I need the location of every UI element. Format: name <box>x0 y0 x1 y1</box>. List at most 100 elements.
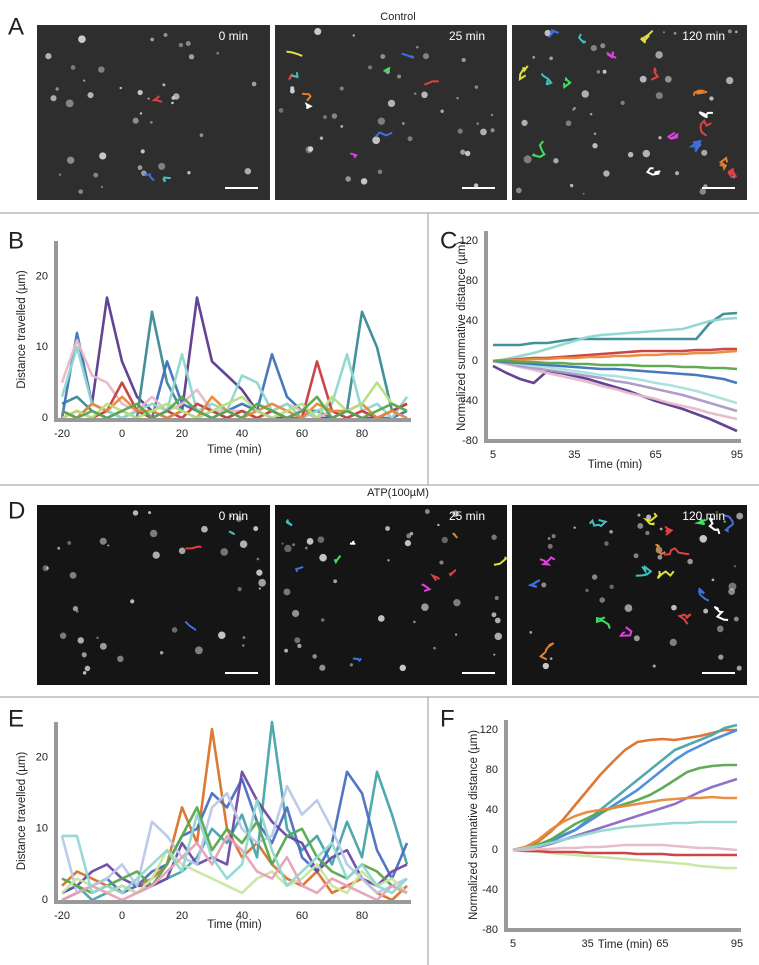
cell-track <box>688 139 702 148</box>
cell <box>547 537 551 540</box>
cell <box>251 81 257 87</box>
cell <box>283 588 291 596</box>
cell <box>83 79 86 82</box>
cell <box>549 56 553 61</box>
cell <box>253 526 259 532</box>
series-line <box>512 728 737 852</box>
cell <box>603 170 610 177</box>
cell <box>490 113 494 116</box>
series-line <box>60 784 408 895</box>
cell <box>687 558 693 565</box>
cell <box>162 83 166 87</box>
cell <box>380 54 386 59</box>
cell <box>119 86 122 90</box>
cell <box>709 96 714 101</box>
x-tick-label: -20 <box>54 428 70 440</box>
cell <box>551 534 556 539</box>
cell <box>150 121 153 124</box>
cell-track <box>697 587 710 602</box>
cell <box>130 599 135 604</box>
cell <box>406 533 412 539</box>
cell <box>662 31 665 34</box>
x-tick-label: 60 <box>296 910 308 922</box>
y-tick-label: 0 <box>42 412 48 424</box>
panel-letter: F <box>440 705 455 732</box>
cell <box>736 512 744 520</box>
y-tick-label: 40 <box>466 315 478 327</box>
series-line <box>61 381 408 420</box>
x-tick-label: 5 <box>490 449 496 461</box>
frame-label: 0 min <box>219 509 248 523</box>
cell <box>421 91 428 99</box>
cell <box>439 560 444 565</box>
series-line <box>492 349 738 363</box>
cell <box>158 162 166 170</box>
cell <box>609 529 613 534</box>
cell <box>474 85 479 89</box>
cell <box>416 45 419 49</box>
cell <box>633 553 639 559</box>
cell <box>397 74 402 79</box>
cell <box>87 92 94 99</box>
cell <box>549 657 553 660</box>
cell <box>582 192 585 195</box>
cell <box>529 630 533 634</box>
cell <box>172 93 180 100</box>
x-tick-label: 20 <box>176 910 188 922</box>
cell <box>424 509 430 514</box>
cell <box>703 608 709 614</box>
cell <box>187 171 191 175</box>
cell <box>726 76 734 85</box>
cell <box>402 122 405 125</box>
cell-track <box>722 514 734 533</box>
cell <box>149 529 158 538</box>
cell-track <box>527 579 541 589</box>
cell <box>55 87 59 91</box>
cell-track <box>664 547 690 556</box>
x-tick-label: 40 <box>236 428 248 440</box>
series-line <box>492 359 738 413</box>
cell <box>65 99 74 108</box>
cell <box>658 136 662 140</box>
panel-letter: B <box>8 227 24 254</box>
cell <box>515 187 522 194</box>
x-axis-title: Time (min) <box>207 919 262 931</box>
cell <box>673 31 677 35</box>
cell-track <box>452 532 459 539</box>
cell-track <box>531 140 546 158</box>
cell-track <box>699 118 712 137</box>
panel-letter: E <box>8 705 24 732</box>
x-tick-label: 65 <box>650 449 662 461</box>
cell <box>290 86 295 91</box>
cell-track <box>540 72 553 86</box>
cell <box>132 117 139 124</box>
cell <box>473 183 479 188</box>
cell <box>59 632 67 639</box>
cell <box>333 579 338 584</box>
cell <box>256 569 263 576</box>
cell <box>360 178 368 185</box>
cell <box>645 530 650 536</box>
cell-track <box>578 33 587 44</box>
cell <box>93 172 99 178</box>
cell <box>297 643 302 649</box>
cell <box>585 588 589 593</box>
cell <box>440 109 444 113</box>
y-tick-label: -80 <box>482 924 498 936</box>
cell <box>637 513 641 517</box>
cell <box>150 37 155 42</box>
cell <box>331 113 338 119</box>
cell <box>602 69 607 74</box>
cell-track <box>708 517 721 535</box>
cell <box>69 572 77 579</box>
cell <box>45 566 49 570</box>
cell <box>372 136 381 145</box>
x-tick-label: 80 <box>356 910 368 922</box>
cell <box>385 526 390 531</box>
cell <box>70 65 76 70</box>
cell-track <box>563 77 572 90</box>
cell <box>627 151 634 158</box>
y-tick-label: -80 <box>462 435 478 447</box>
cell <box>433 646 436 650</box>
cell <box>659 527 663 531</box>
